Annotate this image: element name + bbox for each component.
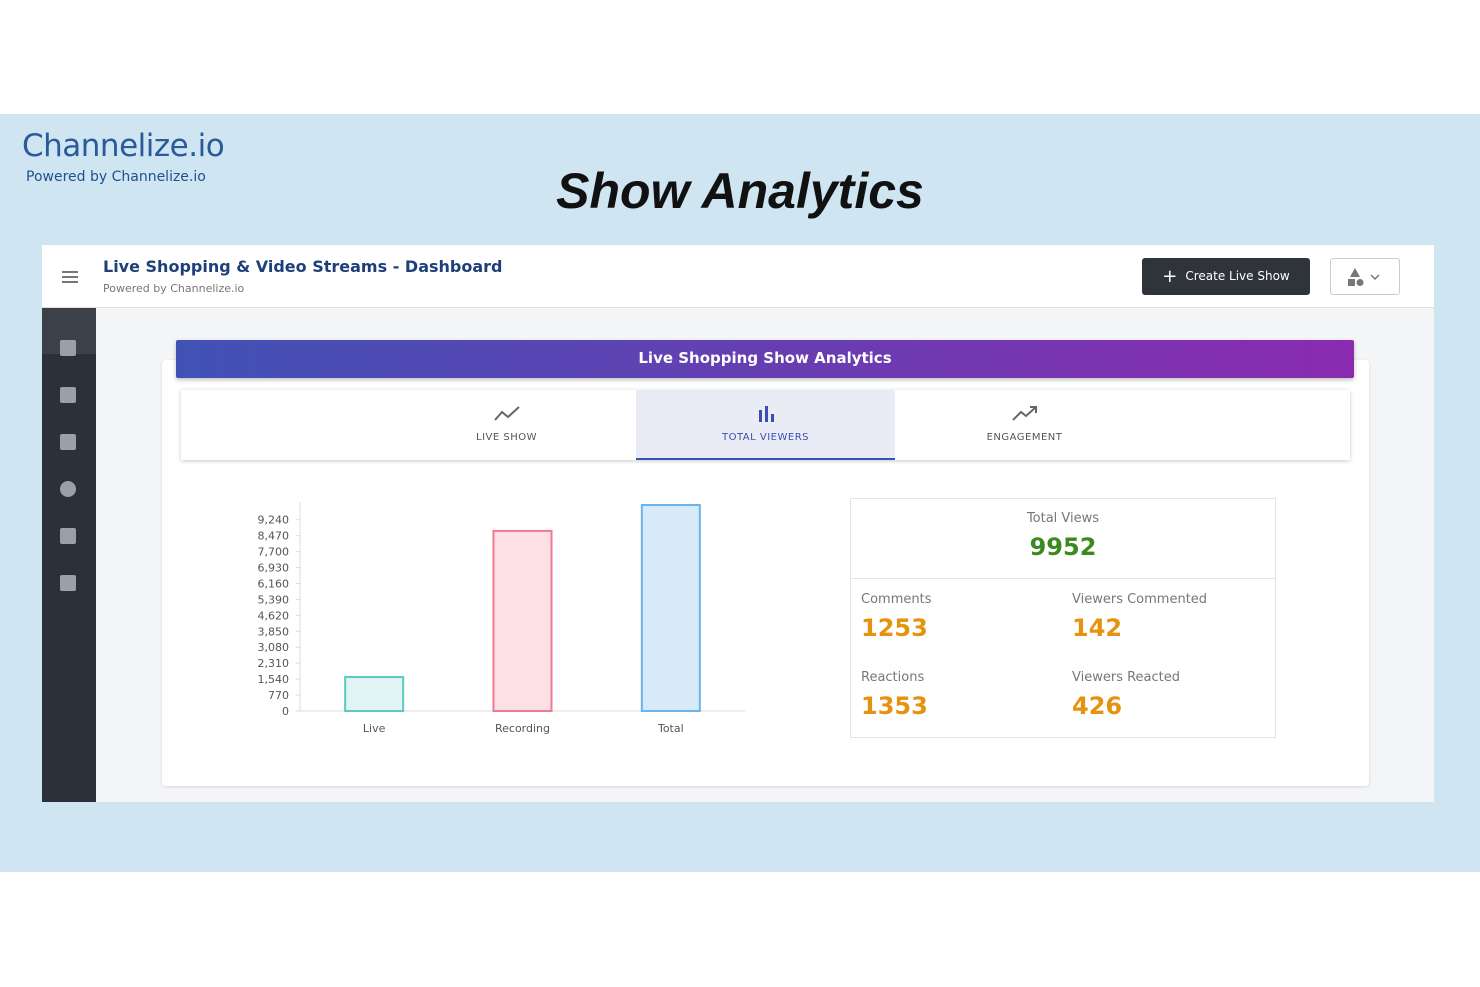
account-icon [1348, 268, 1380, 286]
y-tick-label: 6,930 [258, 562, 290, 575]
stat-value: 1353 [861, 692, 928, 720]
y-tick-label: 4,620 [258, 609, 290, 622]
panel-title: Live Shopping Show Analytics [176, 340, 1354, 378]
nav-dashboard[interactable] [60, 340, 76, 356]
y-tick-label: 3,080 [258, 641, 290, 654]
nav-team[interactable] [60, 528, 76, 544]
create-button[interactable]: + Create Live Show [1142, 258, 1310, 295]
brand-tagline: Powered by Channelize.io [26, 169, 206, 185]
divider [851, 578, 1275, 579]
tab[interactable]: TOTAL VIEWERS [636, 390, 895, 460]
menu-button[interactable] [62, 271, 78, 286]
nav-help[interactable] [60, 575, 76, 591]
bar [344, 676, 405, 712]
nav-user[interactable] [60, 481, 76, 497]
x-tick-label: Recording [495, 722, 550, 735]
dashboard: Live Shopping & Video Streams - Dashboar… [42, 245, 1434, 802]
stat-label: Comments [861, 592, 932, 607]
bar [492, 529, 553, 713]
tabs: LIVE SHOW TOTAL VIEWERS ENGAGEMENT [181, 390, 1350, 460]
stat-value: 426 [1072, 692, 1123, 720]
app-title: Live Shopping & Video Streams - Dashboar… [103, 257, 503, 276]
nav-calendar[interactable] [60, 387, 76, 403]
sidebar [42, 308, 96, 802]
x-tick-label: Live [363, 722, 386, 735]
y-tick-label: 9,240 [258, 514, 290, 527]
app-subtitle: Powered by Channelize.io [103, 282, 245, 295]
tab[interactable]: LIVE SHOW [377, 390, 636, 460]
nav-video[interactable] [60, 434, 76, 450]
y-tick-label: 0 [282, 705, 289, 718]
tab-label: LIVE SHOW [476, 432, 537, 443]
bar [640, 504, 701, 712]
top-bar: Live Shopping & Video Streams - Dashboar… [42, 245, 1434, 308]
y-tick-label: 5,390 [258, 593, 290, 606]
create-button-label: Create Live Show [1185, 269, 1290, 283]
stat-label: Reactions [861, 670, 925, 685]
account-menu[interactable] [1330, 258, 1400, 295]
y-tick-label: 770 [268, 689, 289, 702]
y-tick-label: 3,850 [258, 625, 290, 638]
tab-label: TOTAL VIEWERS [721, 432, 809, 443]
stat-label: Total Views [1026, 511, 1100, 526]
tab-label: ENGAGEMENT [986, 432, 1063, 443]
y-tick-label: 7,700 [258, 546, 290, 559]
headline: Show Analytics [556, 163, 924, 219]
y-tick-label: 1,540 [258, 673, 290, 686]
stats-box: Total Views 9952 Comments 1253 Viewers C… [850, 498, 1276, 738]
bar-chart: 0 770 1,540 2,310 3,080 3,850 4,620 5,390 6,160 6… [258, 502, 745, 735]
stat-value: 1253 [861, 614, 928, 642]
x-tick-label: Total [657, 722, 684, 735]
stat-label: Viewers Commented [1072, 592, 1208, 607]
stat-label: Viewers Reacted [1072, 670, 1181, 685]
stat-value: 142 [1072, 614, 1123, 642]
y-tick-label: 8,470 [258, 530, 290, 543]
stat-value: 9952 [1029, 533, 1097, 561]
y-tick-label: 2,310 [258, 657, 290, 670]
y-tick-label: 6,160 [258, 577, 290, 590]
brand-logo: Channelize.io [22, 128, 225, 164]
tab[interactable]: ENGAGEMENT [895, 390, 1154, 460]
